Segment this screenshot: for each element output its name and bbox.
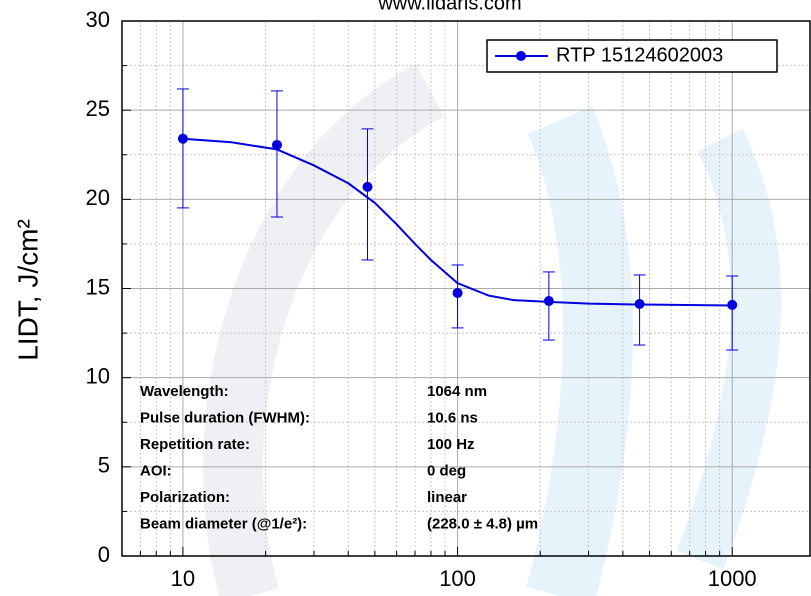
y-axis-label: LIDT, J/cm²	[12, 219, 43, 361]
y-tick-label: 15	[86, 274, 110, 299]
y-tick-label: 25	[86, 96, 110, 121]
annotation-label: Wavelength:	[140, 383, 229, 400]
watermark-arc	[560, 120, 598, 596]
point	[178, 134, 188, 144]
annotation-value: (228.0 ± 4.8) µm	[427, 515, 538, 532]
y-tick-label: 20	[86, 185, 110, 210]
x-tick-label: 1000	[708, 566, 757, 591]
point	[453, 288, 463, 298]
annotation-label: Beam diameter (@1/e²):	[140, 515, 307, 532]
annotation-label: Polarization:	[140, 489, 230, 506]
legend-marker	[516, 51, 526, 61]
annotation-value: 0 deg	[427, 462, 466, 479]
chart-title: www.lidaris.com	[377, 0, 521, 14]
annotation-value: 1064 nm	[427, 383, 487, 400]
y-tick-label: 10	[86, 363, 110, 388]
point	[635, 299, 645, 309]
annotation-value: 100 Hz	[427, 436, 475, 453]
point	[363, 182, 373, 192]
annotation-label: Pulse duration (FWHM):	[140, 409, 310, 426]
x-tick-label: 10	[171, 566, 195, 591]
annotation-label: Repetition rate:	[140, 436, 250, 453]
point	[544, 296, 554, 306]
annotation-value: 10.6 ns	[427, 409, 478, 426]
annotation-label: AOI:	[140, 462, 172, 479]
point	[272, 140, 282, 150]
y-tick-label: 0	[98, 542, 110, 567]
point	[727, 300, 737, 310]
chart: www.lidaris.com LIDT, J/cm² 0 5 10 15 20 25 30…	[0, 0, 811, 596]
x-tick-label: 100	[439, 566, 476, 591]
legend-label: RTP 15124602003	[556, 44, 723, 66]
y-tick-label: 30	[86, 7, 110, 32]
y-tick-label: 5	[98, 453, 110, 478]
annotation-value: linear	[427, 489, 467, 506]
legend: RTP 15124602003	[487, 40, 777, 72]
